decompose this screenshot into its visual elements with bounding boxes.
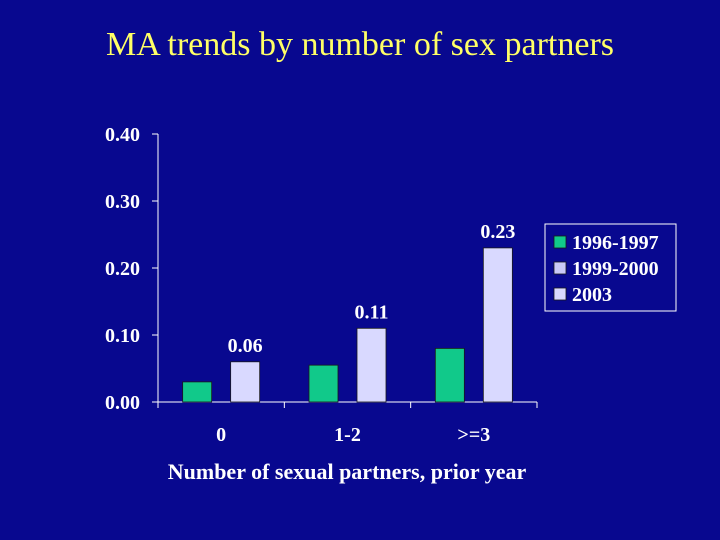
data-label: 0.23 [480, 221, 515, 243]
x-tick-label: 0 [216, 424, 226, 446]
chart-axes: 0.00 0.10 0.20 0.30 0.40 0 1-2 >=3 [105, 124, 538, 446]
bar [434, 347, 465, 403]
slide-title: MA trends by number of sex partners [105, 26, 614, 63]
y-tick-label: 0.30 [105, 191, 140, 213]
y-tick-label: 0.10 [105, 325, 140, 347]
bar [356, 327, 387, 403]
data-label: 0.11 [355, 301, 389, 323]
y-tick-label: 0.40 [105, 124, 140, 146]
chart-labels: 0.06 0.11 0.23 [228, 221, 516, 357]
bar [182, 381, 213, 403]
legend-swatch [553, 261, 567, 275]
legend-box [544, 223, 677, 312]
x-tick-label: 1-2 [334, 424, 361, 446]
bar [482, 247, 513, 403]
legend-label: 1996-1997 [572, 232, 659, 254]
bar [308, 364, 339, 403]
y-tick-label: 0.00 [105, 392, 140, 414]
x-tick-label: >=3 [457, 424, 490, 446]
legend: 1996-1997 1999-2000 2003 [544, 223, 677, 312]
legend-label: 2003 [572, 284, 612, 306]
chart-bars [182, 247, 513, 403]
x-axis-title: Number of sexual partners, prior year [168, 459, 527, 484]
y-tick-label: 0.20 [105, 258, 140, 280]
legend-swatch [553, 287, 567, 301]
bar [230, 361, 261, 403]
data-label: 0.06 [228, 335, 263, 357]
legend-label: 1999-2000 [572, 258, 659, 280]
legend-swatch [553, 235, 567, 249]
